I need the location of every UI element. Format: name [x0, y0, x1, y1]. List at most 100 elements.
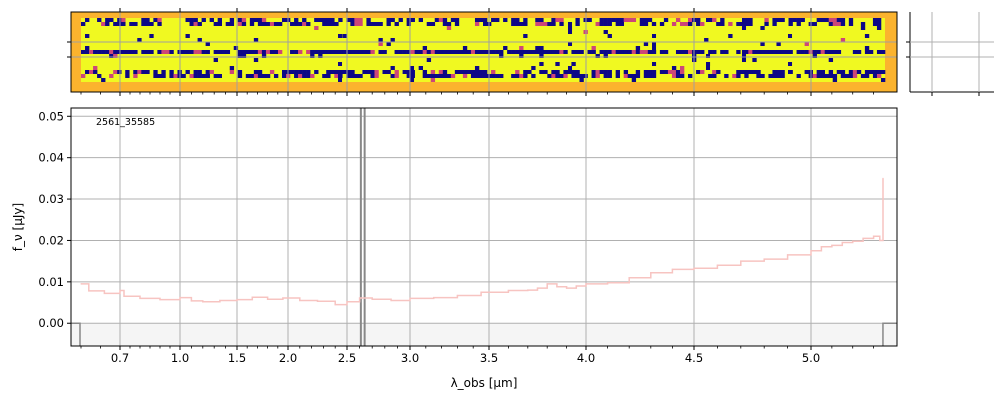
heatmap-cell	[876, 26, 882, 30]
heatmap-cell	[117, 18, 122, 22]
heatmap-cell	[346, 50, 351, 54]
data-point	[671, 268, 674, 270]
data-point	[119, 289, 121, 292]
heatmap-cell	[157, 18, 162, 22]
heatmap-cell	[575, 70, 580, 74]
heatmap-cell	[374, 22, 379, 26]
heatmap-cell	[85, 34, 90, 38]
heatmap-cell	[615, 22, 620, 26]
heatmap-cell	[470, 50, 476, 54]
heatmap-cell	[193, 50, 198, 54]
heatmap-cell	[189, 22, 194, 26]
heatmap-cell	[225, 22, 231, 26]
heatmap-cell	[310, 54, 315, 58]
heatmap-cell	[113, 54, 118, 58]
heatmap-cell	[245, 50, 251, 54]
heatmap-cell	[872, 18, 878, 22]
data-point	[566, 287, 568, 289]
heatmap-cell	[820, 74, 825, 78]
heatmap-cell	[410, 70, 415, 74]
heatmap-cell	[559, 22, 564, 26]
heatmap-cell	[446, 74, 452, 78]
heatmap-cell	[466, 50, 472, 54]
heatmap-cell	[563, 70, 568, 74]
heatmap-cell	[470, 74, 476, 78]
heatmap-cell	[543, 50, 548, 54]
spectrum-2d-panel	[67, 8, 898, 96]
heatmap-cell	[828, 58, 834, 62]
heatmap-cell	[491, 50, 496, 54]
heatmap-cell	[346, 74, 351, 78]
heatmap-cell	[217, 74, 222, 78]
heatmap-cell	[185, 50, 190, 54]
x-axis-label: λ_obs [μm]	[451, 376, 518, 390]
data-point	[536, 287, 539, 289]
heatmap-cell	[237, 18, 243, 22]
heatmap-cell	[462, 46, 468, 50]
heatmap-cell	[282, 18, 287, 22]
heatmap-cell	[241, 22, 247, 26]
heatmap-cell	[225, 50, 231, 54]
heatmap-cell	[515, 22, 520, 26]
heatmap-cell	[483, 50, 488, 54]
heatmap-cell	[153, 74, 158, 78]
heatmap-cell	[595, 70, 600, 74]
heatmap-cell	[241, 50, 247, 54]
heatmap-cell	[322, 74, 327, 78]
heatmap-cell	[483, 74, 488, 78]
heatmap-cell	[378, 50, 383, 54]
heatmap-cell	[724, 74, 729, 78]
heatmap-cell	[872, 74, 878, 78]
heatmap-cell	[840, 18, 846, 22]
heatmap-cell	[575, 74, 580, 78]
heatmap-cell	[880, 70, 886, 74]
heatmap-cell	[265, 74, 271, 78]
heatmap-cell	[326, 18, 331, 22]
heatmap-cell	[635, 70, 641, 74]
heatmap-cell	[378, 38, 383, 42]
heatmap-cell	[788, 18, 793, 22]
heatmap-cell	[667, 70, 673, 74]
heatmap-cell	[652, 34, 657, 38]
heatmap-cell	[466, 70, 472, 74]
heatmap-cell	[832, 22, 838, 26]
data-point	[123, 295, 125, 297]
heatmap-cell	[776, 42, 781, 46]
plot-frame	[70, 107, 898, 347]
heatmap-cell	[406, 18, 411, 22]
heatmap-cell	[334, 22, 339, 26]
heatmap-cell	[265, 50, 271, 54]
heatmap-cell	[708, 74, 713, 78]
heatmap-cell	[736, 74, 741, 78]
heatmap-cell	[515, 18, 520, 22]
heatmap-cell	[398, 50, 403, 54]
heatmap-cell	[684, 22, 689, 26]
heatmap-cell	[149, 50, 154, 54]
data-point	[202, 301, 204, 303]
heatmap-cell	[788, 62, 793, 66]
heatmap-cell	[366, 22, 371, 26]
heatmap-cell	[346, 18, 351, 22]
heatmap-cell	[595, 74, 600, 78]
heatmap-cell	[607, 74, 612, 78]
data-point	[190, 300, 192, 302]
heatmap-cell	[145, 70, 150, 74]
zero-shade	[71, 323, 897, 346]
heatmap-cell	[688, 22, 693, 26]
data-point	[841, 241, 843, 244]
heatmap-cell	[832, 50, 838, 54]
heatmap-cell	[277, 22, 283, 26]
heatmap-cell	[201, 50, 206, 54]
heatmap-cell	[350, 70, 355, 74]
heatmap-cell	[338, 34, 343, 38]
heatmap-cell	[141, 18, 146, 22]
heatmap-cell	[438, 50, 444, 54]
heatmap-cell	[229, 18, 235, 22]
heatmap-cell	[836, 50, 842, 54]
heatmap-cell	[491, 70, 496, 74]
heatmap-cell	[205, 42, 210, 46]
heatmap-cell	[788, 22, 793, 26]
heatmap-cell	[446, 22, 452, 26]
heatmap-cell	[647, 50, 653, 54]
heatmap-cell	[568, 22, 573, 26]
